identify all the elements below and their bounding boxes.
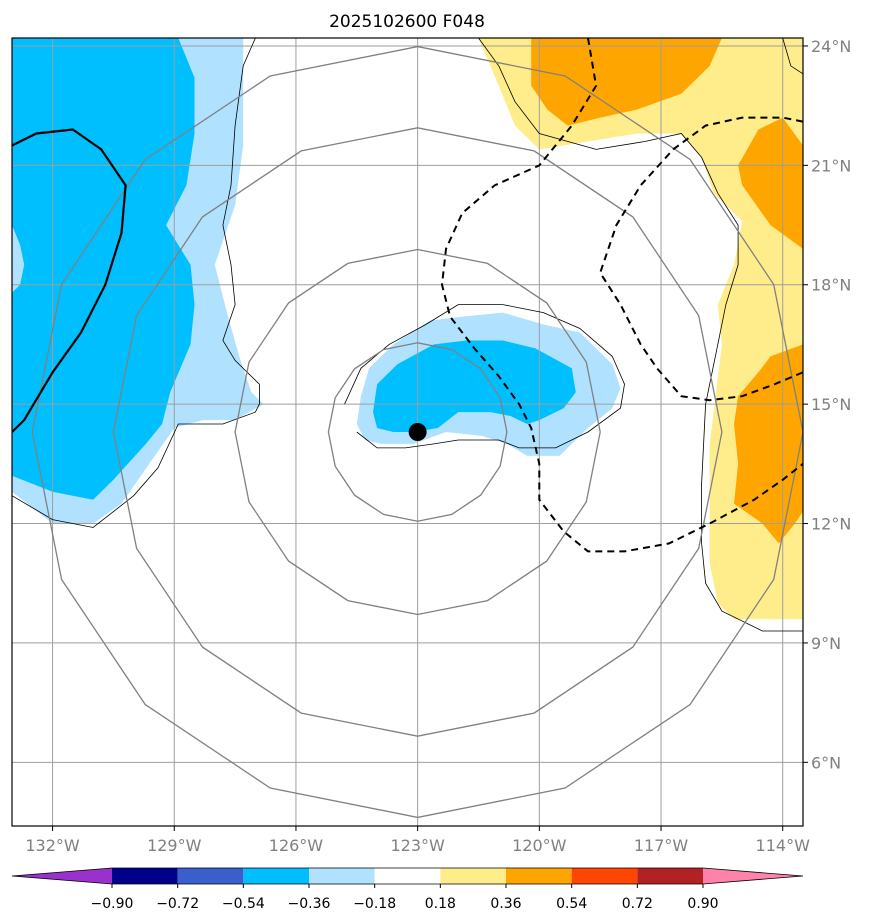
x-tick-label: 114°W xyxy=(756,836,811,855)
colorbar-segment xyxy=(243,868,309,884)
colorbar-extend-high xyxy=(703,868,803,884)
y-axis-ticks: 24°N 21°N 18°N 15°N 12°N 9°N 6°N xyxy=(803,37,851,772)
colorbar-labels: −0.90 −0.72 −0.54 −0.36 −0.18 0.18 0.36 0.54 0.7… xyxy=(91,884,719,912)
fill-ne-yellow xyxy=(478,38,803,620)
coast-far-ne xyxy=(782,38,803,75)
contour-solid-west xyxy=(12,128,127,433)
colorbar-tick-label: −0.72 xyxy=(156,896,199,912)
colorbar-segment xyxy=(374,868,441,884)
coastlines xyxy=(12,38,803,632)
y-tick-label: 24°N xyxy=(811,37,851,56)
colorbar-segment xyxy=(177,868,244,884)
colorbar-tick-label: −0.36 xyxy=(288,896,331,912)
colorbar-extend-low xyxy=(12,868,112,884)
fill-e-orange xyxy=(734,344,803,544)
chart-title: 2025102600 F048 xyxy=(329,12,485,32)
fill-west-mid xyxy=(12,38,195,500)
colorbar-segment xyxy=(571,868,638,884)
colorbar-tick-label: 0.72 xyxy=(622,896,653,912)
storm-center-marker xyxy=(408,423,427,441)
map-area xyxy=(12,38,803,826)
colorbar-segment xyxy=(440,868,506,884)
colorbar-segment xyxy=(112,868,178,884)
x-tick-label: 126°W xyxy=(269,836,324,855)
x-tick-label: 132°W xyxy=(25,836,80,855)
coast-center xyxy=(344,304,625,449)
y-tick-label: 18°N xyxy=(811,276,851,295)
coast-northeast xyxy=(478,38,803,632)
filled-regions xyxy=(12,38,803,620)
colorbar-tick-label: −0.90 xyxy=(91,896,134,912)
contour-dashed-1 xyxy=(440,38,803,553)
x-tick-label: 123°W xyxy=(390,836,445,855)
fill-ne-orange-right xyxy=(738,117,803,249)
colorbar-segment xyxy=(309,868,375,884)
y-tick-label: 15°N xyxy=(811,395,851,414)
colorbar-segment xyxy=(506,868,572,884)
map-frame xyxy=(11,37,804,827)
colorbar-tick-label: 0.36 xyxy=(490,896,521,912)
range-ring xyxy=(234,248,601,616)
fill-center-mid xyxy=(373,340,576,432)
colorbar-tick-label: −0.18 xyxy=(353,896,396,912)
colorbar-tick-label: 0.54 xyxy=(556,896,587,912)
center-dot xyxy=(408,423,427,441)
colorbar-tick-label: 0.18 xyxy=(425,896,456,912)
range-ring xyxy=(31,45,803,819)
y-tick-label: 21°N xyxy=(811,156,851,175)
contour-lines xyxy=(12,38,803,553)
fill-ne-orange-top xyxy=(531,38,722,126)
fill-west-light-strip xyxy=(12,225,25,293)
range-ring xyxy=(327,342,508,522)
contour-dashed-2 xyxy=(599,116,803,402)
y-tick-label: 9°N xyxy=(811,634,841,653)
colorbar-tick-label: 0.90 xyxy=(687,896,718,912)
colorbar-tick-label: −0.54 xyxy=(222,896,265,912)
x-tick-label: 120°W xyxy=(512,836,567,855)
colorbar xyxy=(11,867,804,885)
x-tick-label: 129°W xyxy=(147,836,202,855)
colorbar-segment xyxy=(637,868,703,884)
y-tick-label: 6°N xyxy=(811,753,841,772)
y-tick-label: 12°N xyxy=(811,515,851,534)
x-tick-label: 117°W xyxy=(634,836,689,855)
range-rings xyxy=(31,45,803,819)
range-ring xyxy=(112,127,723,737)
x-axis-ticks: 132°W 129°W 126°W 123°W 120°W 117°W 114°W xyxy=(25,826,810,855)
coast-west-1 xyxy=(12,38,260,528)
